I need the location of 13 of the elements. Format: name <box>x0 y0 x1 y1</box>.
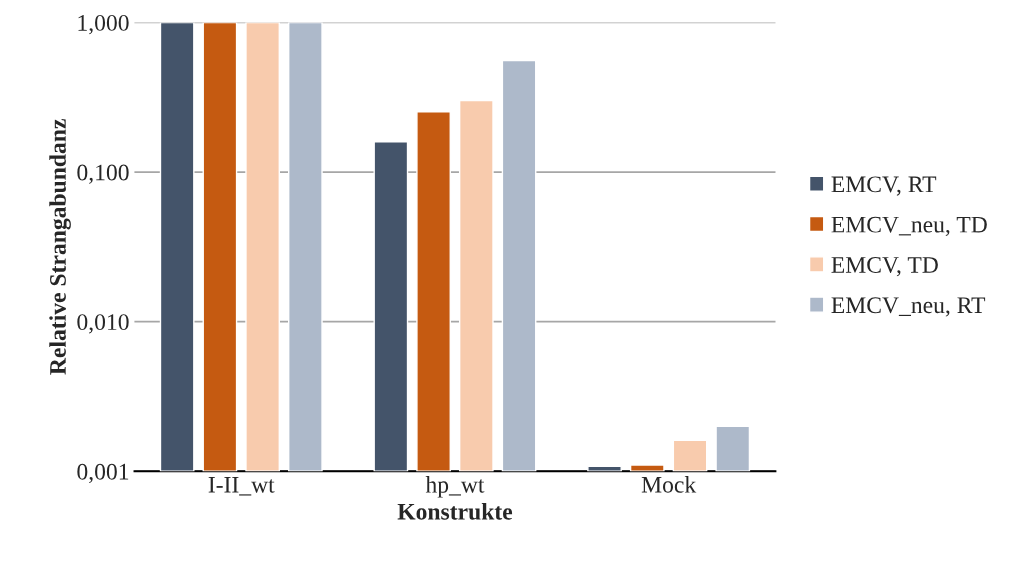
x-tick-label: Mock <box>641 476 697 493</box>
legend-label: EMCV_neu, RT <box>831 297 986 317</box>
y-tick-label: 0,001 <box>77 463 129 484</box>
y-tick-label: 0,010 <box>77 314 129 334</box>
y-axis-title: Relative Strangabundanz <box>49 119 71 375</box>
legend-label: EMCV, RT <box>831 176 937 196</box>
legend-label: EMCV, TD <box>831 257 938 277</box>
x-axis-title: Konstrukte <box>397 503 513 520</box>
legend-label: EMCV_neu, TD <box>831 216 987 236</box>
x-tick-label: hp_wt <box>425 476 485 498</box>
y-tick-label: 0,100 <box>77 164 129 184</box>
x-tick-label: I-II_wt <box>208 477 275 496</box>
y-tick-label: 1,000 <box>78 14 129 35</box>
